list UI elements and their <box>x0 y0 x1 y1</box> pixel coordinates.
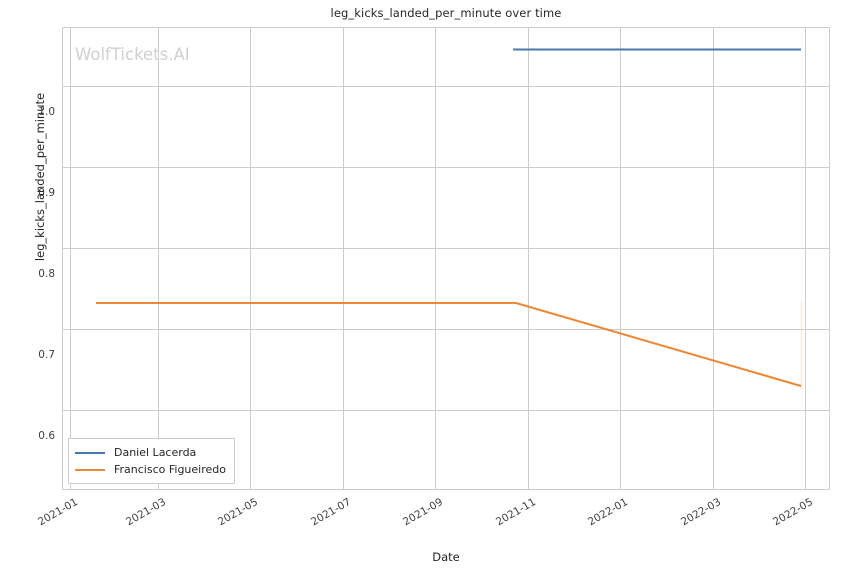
y-axis-tick-labels: 1.0 0.9 0.8 0.7 0.6 <box>0 27 55 490</box>
legend-color-swatch-orange <box>75 468 105 471</box>
legend-item-daniel-lacerda: Daniel Lacerda <box>75 444 226 461</box>
y-tick-label: 0.9 <box>38 187 55 199</box>
legend-item-francisco-figueiredo: Francisco Figueiredo <box>75 461 226 478</box>
x-tick-label: 2022-05 <box>771 496 815 529</box>
y-tick-label: 0.6 <box>38 430 55 442</box>
y-axis-label: leg_kicks_landed_per_minute <box>33 92 47 262</box>
watermark-text: WolfTickets.AI <box>75 45 190 64</box>
x-tick-label: 2021-01 <box>36 496 80 529</box>
data-series <box>96 48 803 390</box>
y-tick-label: 0.8 <box>38 268 55 280</box>
gridlines <box>63 28 829 489</box>
x-tick-label: 2021-11 <box>494 496 538 529</box>
legend-label: Daniel Lacerda <box>114 446 197 459</box>
legend-color-swatch-blue <box>75 451 105 454</box>
x-tick-label: 2022-01 <box>586 496 630 529</box>
x-tick-label: 2021-09 <box>401 496 445 529</box>
x-axis-label: Date <box>432 550 460 564</box>
x-tick-label: 2021-03 <box>124 496 168 529</box>
legend-label: Francisco Figueiredo <box>114 463 226 476</box>
x-tick-label: 2022-03 <box>679 496 723 529</box>
chart-legend: Daniel Lacerda Francisco Figueiredo <box>68 438 235 484</box>
y-tick-label: 1.0 <box>38 106 55 118</box>
chart-title: leg_kicks_landed_per_minute over time <box>330 6 562 20</box>
x-axis-tick-labels: 2021-01 2021-03 2021-05 2021-07 2021-09 … <box>36 490 830 550</box>
x-tick-label: 2021-05 <box>216 496 260 529</box>
plot-area: WolfTickets.AI <box>62 27 830 490</box>
x-tick-label: 2021-07 <box>309 496 353 529</box>
series-line-francisco-figueiredo <box>96 301 802 388</box>
watermark-layer: WolfTickets.AI <box>63 28 829 489</box>
y-tick-label: 0.7 <box>38 349 55 361</box>
